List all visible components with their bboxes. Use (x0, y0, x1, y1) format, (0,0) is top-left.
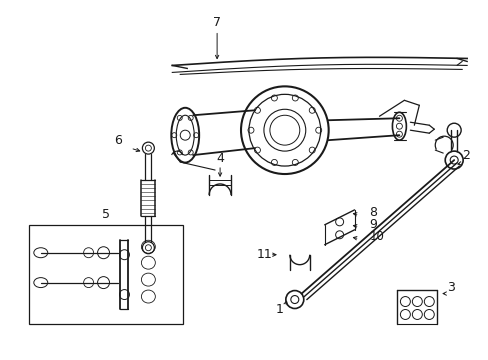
Text: 5: 5 (102, 208, 109, 221)
Bar (29, 225, 183, 324)
Text: 6: 6 (114, 134, 122, 147)
Text: 11: 11 (257, 248, 272, 261)
Text: 9: 9 (369, 218, 377, 231)
Text: 4: 4 (216, 152, 224, 165)
Text: 2: 2 (461, 149, 469, 162)
Text: 8: 8 (369, 206, 377, 219)
Text: 1: 1 (275, 303, 283, 316)
Text: 10: 10 (369, 230, 384, 243)
Text: 7: 7 (213, 16, 221, 29)
Text: 3: 3 (447, 281, 454, 294)
